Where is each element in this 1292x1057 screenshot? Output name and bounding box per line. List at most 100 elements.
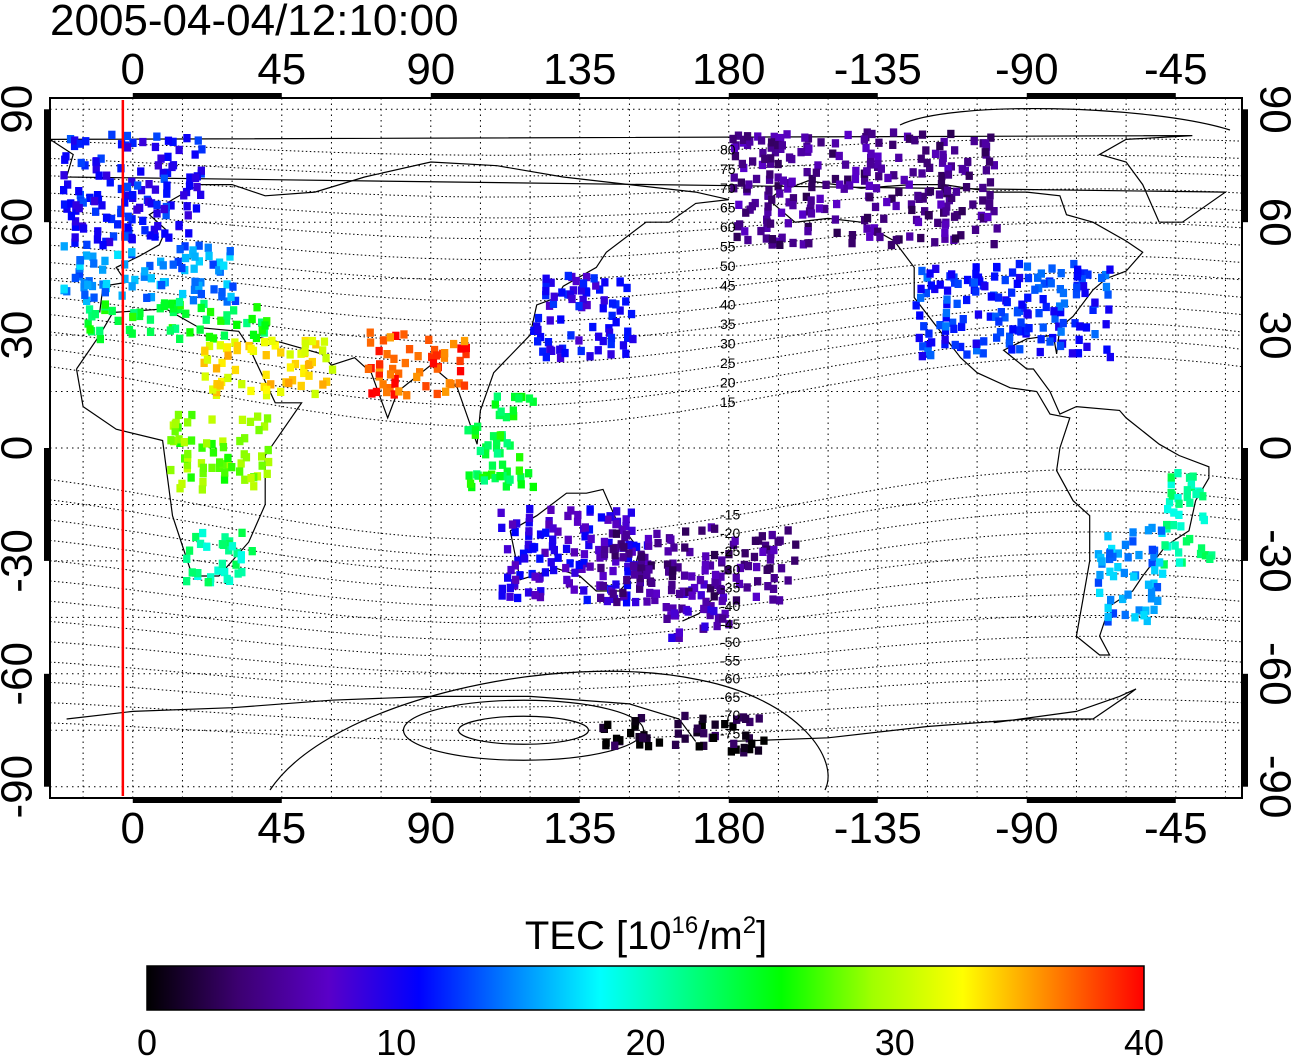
tec-cell bbox=[871, 202, 880, 212]
tec-cell bbox=[209, 334, 218, 343]
tec-cell bbox=[941, 335, 949, 344]
tec-cell bbox=[121, 274, 129, 283]
x-tick-label: 135 bbox=[543, 45, 616, 94]
tec-cell bbox=[178, 479, 186, 488]
tec-cell bbox=[1071, 319, 1079, 328]
tec-cell bbox=[186, 173, 194, 182]
tec-cell bbox=[1170, 508, 1178, 517]
tec-cell bbox=[386, 370, 395, 379]
tec-cell bbox=[863, 224, 871, 233]
tec-cell bbox=[948, 193, 956, 202]
tec-cell bbox=[541, 568, 550, 577]
tec-cell bbox=[785, 198, 793, 207]
tec-cell bbox=[603, 596, 611, 606]
tec-cell bbox=[220, 261, 228, 270]
tec-cell bbox=[766, 219, 775, 228]
tec-cell bbox=[389, 364, 397, 374]
tec-cell bbox=[789, 194, 798, 203]
tec-cell bbox=[308, 336, 317, 346]
tec-cell bbox=[927, 281, 935, 290]
tec-cell bbox=[227, 292, 235, 302]
tec-cell bbox=[737, 178, 745, 187]
tec-cell bbox=[949, 318, 957, 327]
tec-cell bbox=[1035, 284, 1043, 293]
tec-cell bbox=[151, 142, 160, 152]
tec-cell bbox=[632, 597, 640, 607]
tec-cell bbox=[81, 290, 89, 300]
tec-cell bbox=[1001, 313, 1009, 322]
tec-cell bbox=[167, 436, 175, 445]
tec-cell bbox=[564, 511, 572, 521]
tec-cell bbox=[390, 354, 398, 363]
tec-cell bbox=[907, 200, 916, 209]
tec-cell bbox=[944, 165, 952, 174]
tec-cell bbox=[85, 305, 94, 314]
tec-cell bbox=[607, 339, 615, 349]
tec-cell bbox=[1039, 295, 1047, 304]
tec-cell bbox=[746, 745, 754, 754]
tec-cell bbox=[895, 187, 903, 196]
tec-cell bbox=[664, 547, 672, 556]
tec-cell bbox=[943, 286, 952, 295]
tec-cell bbox=[545, 301, 554, 310]
tec-cell bbox=[601, 278, 609, 287]
tec-cell bbox=[754, 132, 762, 141]
tec-cell bbox=[754, 746, 763, 755]
tec-cell bbox=[926, 187, 935, 196]
tec-cells bbox=[60, 128, 1216, 757]
tec-cell bbox=[770, 574, 778, 583]
tec-cell bbox=[489, 432, 498, 441]
tec-cell bbox=[164, 136, 173, 145]
tec-cell bbox=[1109, 609, 1118, 618]
tec-cell bbox=[319, 380, 327, 389]
tec-cell bbox=[209, 448, 218, 457]
tec-cell bbox=[925, 329, 933, 338]
tec-cell bbox=[730, 184, 738, 193]
tec-cell bbox=[1171, 541, 1179, 550]
tec-cell bbox=[962, 183, 971, 192]
tec-cell bbox=[905, 134, 914, 143]
tec-cell bbox=[764, 207, 772, 216]
tec-cell bbox=[600, 550, 609, 559]
tec-cell bbox=[506, 592, 514, 601]
tec-cell bbox=[616, 306, 624, 315]
tec-cell bbox=[169, 137, 177, 146]
tec-cell bbox=[255, 425, 263, 435]
tec-cell bbox=[736, 563, 745, 573]
tec-cell bbox=[789, 238, 797, 248]
tec-cell bbox=[189, 296, 198, 305]
tec-cell bbox=[226, 252, 234, 261]
tec-cell bbox=[1124, 553, 1132, 562]
tec-cell bbox=[366, 338, 375, 347]
tec-cell bbox=[405, 345, 414, 354]
tec-cell bbox=[851, 174, 860, 184]
tec-cell bbox=[942, 313, 950, 322]
tec-cell bbox=[622, 530, 631, 539]
tec-cell bbox=[709, 733, 718, 742]
tec-cell bbox=[986, 312, 994, 321]
contour-label: 55 bbox=[720, 239, 736, 255]
tec-cell bbox=[799, 240, 807, 249]
tec-cell bbox=[852, 166, 860, 176]
tec-cell bbox=[774, 140, 782, 150]
tec-cell bbox=[1017, 318, 1025, 327]
tec-cell bbox=[457, 344, 465, 353]
tec-cell bbox=[701, 566, 709, 575]
tec-cell bbox=[1147, 587, 1156, 596]
tec-cell bbox=[140, 272, 148, 281]
tec-cell bbox=[261, 338, 269, 347]
tec-cell bbox=[375, 369, 383, 378]
tec-cell bbox=[1151, 566, 1159, 575]
tec-cell bbox=[175, 145, 183, 155]
tec-cell bbox=[680, 571, 689, 580]
tec-cell bbox=[917, 233, 925, 243]
tec-cell bbox=[581, 532, 589, 541]
tec-cell bbox=[768, 195, 776, 204]
tec-cell bbox=[206, 307, 215, 317]
tec-cell bbox=[517, 480, 525, 489]
tec-cell bbox=[766, 555, 775, 564]
tec-cell bbox=[231, 365, 240, 375]
tec-cell bbox=[249, 330, 258, 339]
tec-cell bbox=[64, 180, 72, 189]
tec-cell bbox=[1050, 307, 1058, 316]
